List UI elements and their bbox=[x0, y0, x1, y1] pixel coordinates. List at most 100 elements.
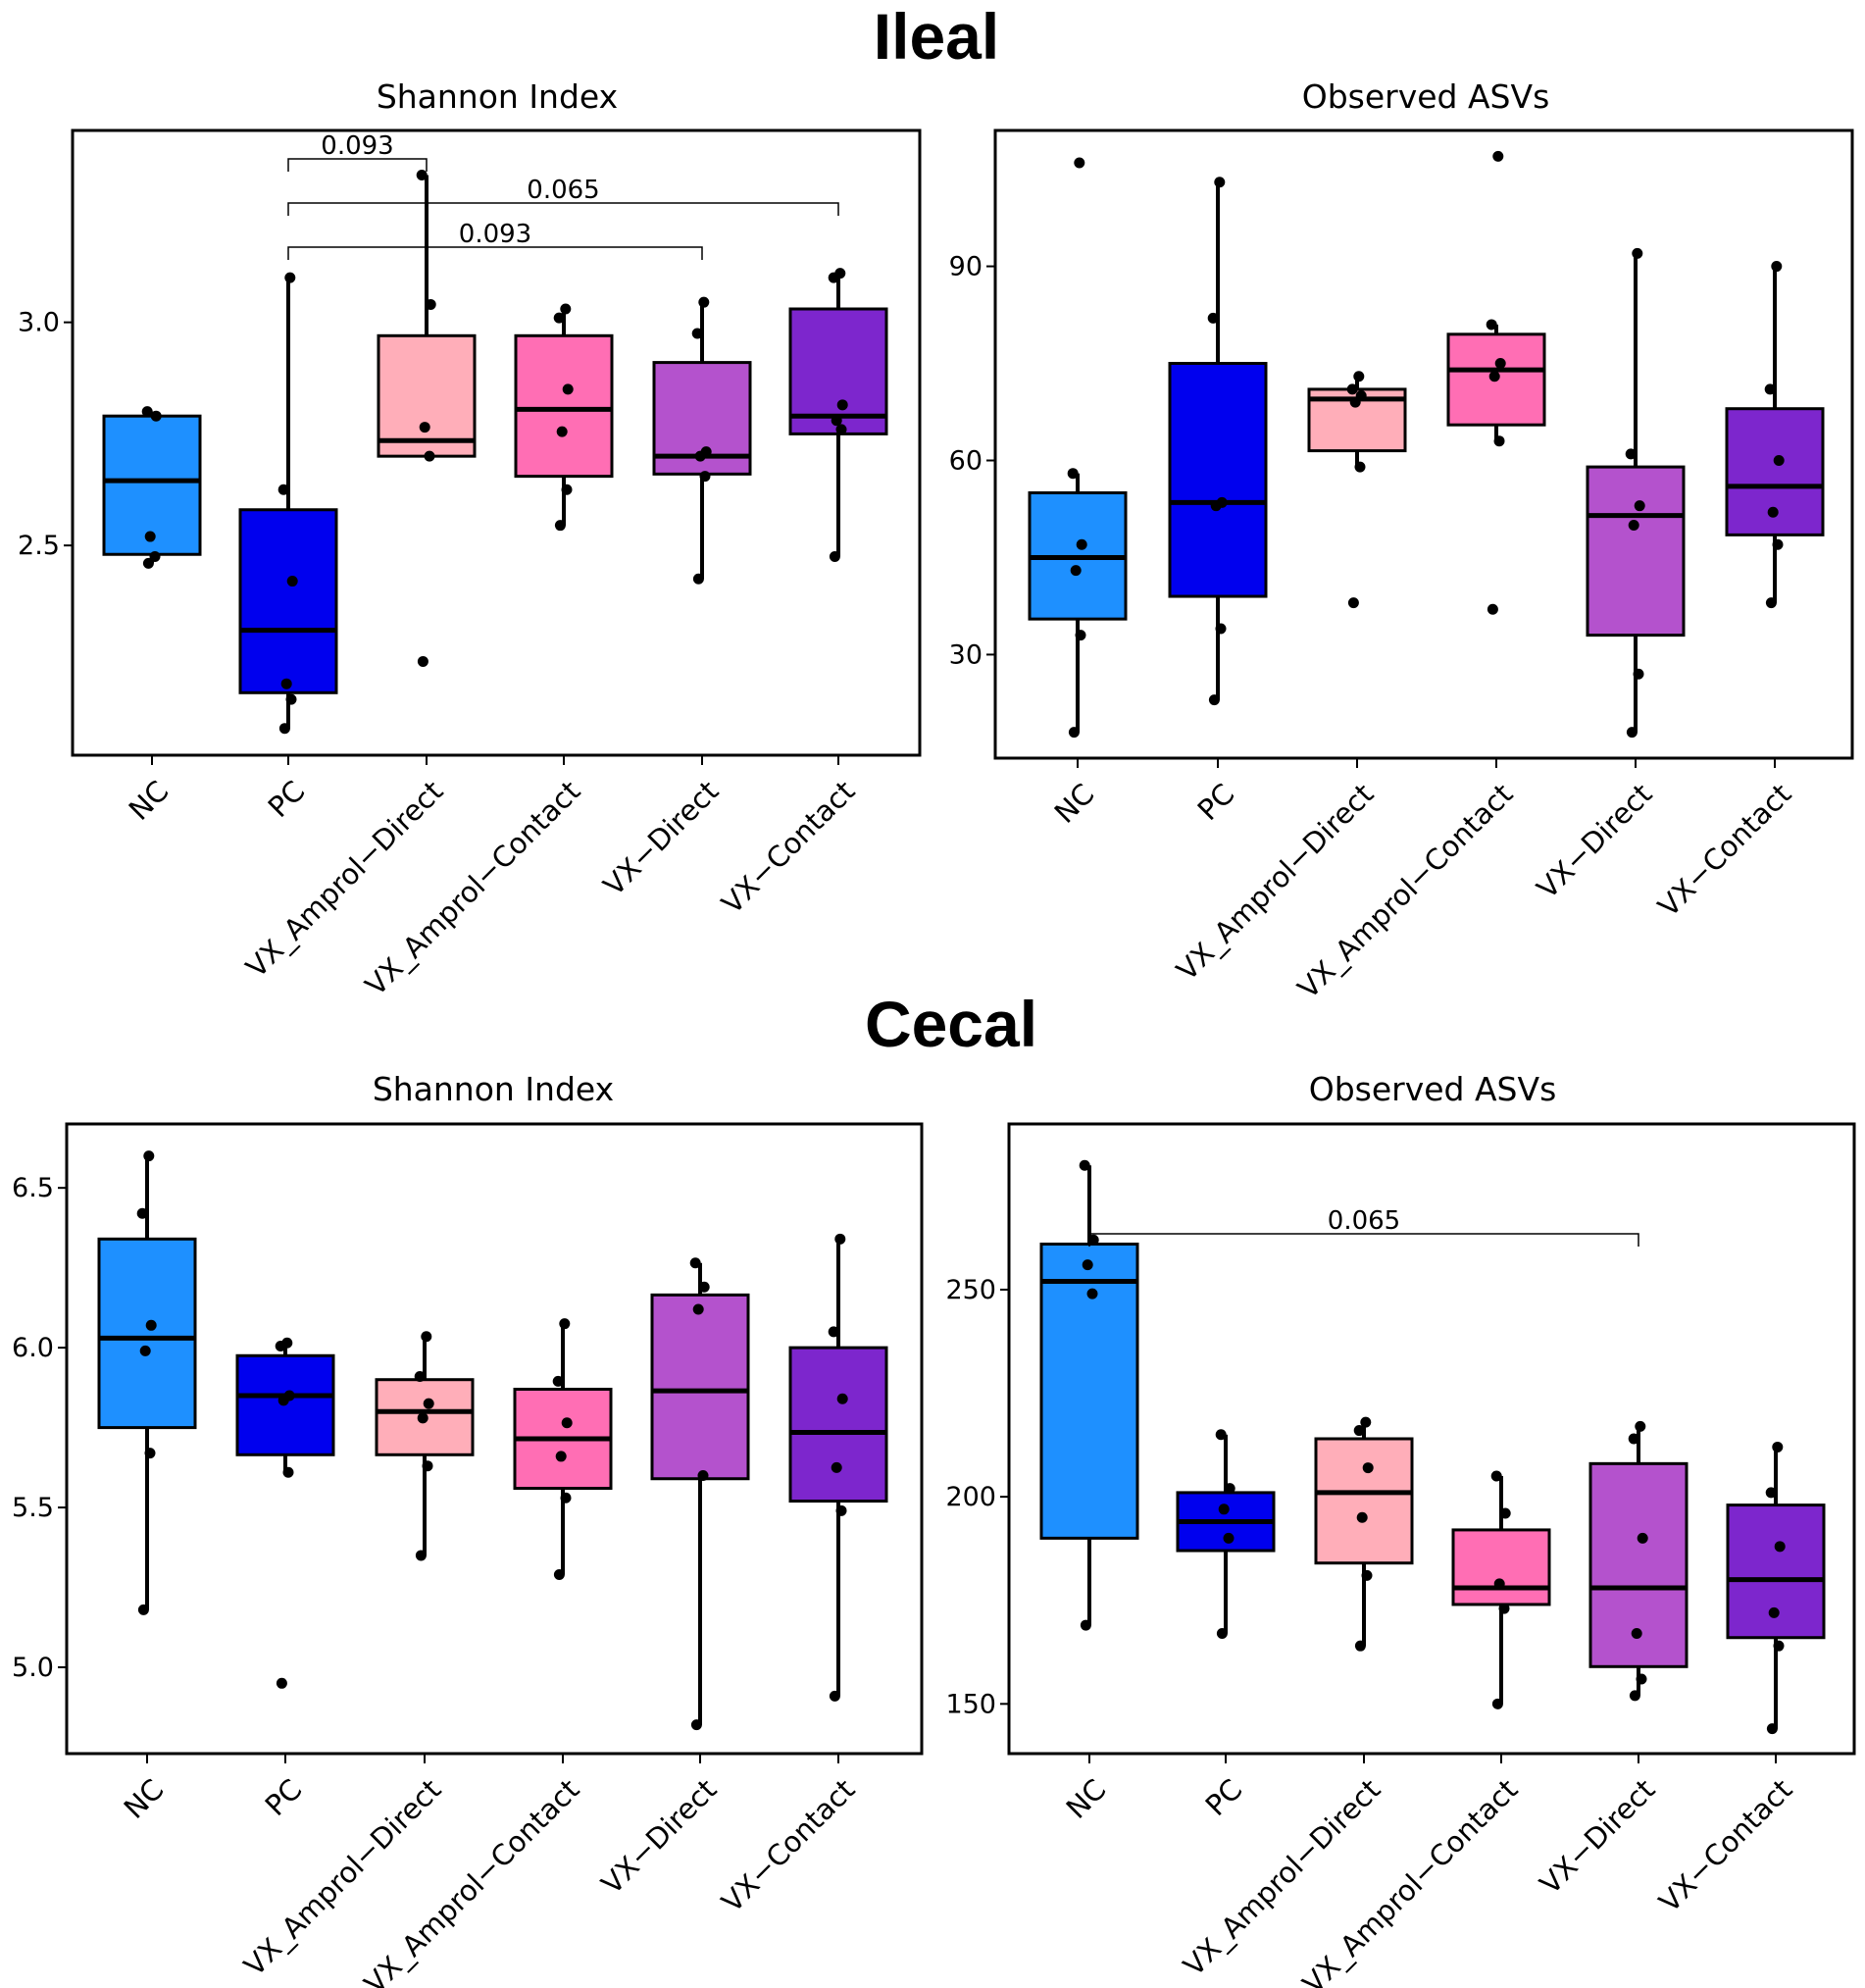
bracket-p-value: 0.093 bbox=[459, 220, 531, 249]
box bbox=[102, 414, 202, 556]
data-point bbox=[1224, 1483, 1235, 1495]
data-point bbox=[1215, 623, 1227, 635]
box-group-nc bbox=[102, 406, 202, 569]
data-point bbox=[276, 1677, 287, 1689]
data-point bbox=[1632, 247, 1643, 259]
data-point bbox=[1361, 1569, 1373, 1581]
data-point bbox=[1086, 1288, 1098, 1300]
data-point bbox=[1076, 538, 1087, 550]
data-point bbox=[692, 1303, 704, 1315]
data-point bbox=[1355, 390, 1367, 402]
data-point bbox=[1764, 383, 1776, 395]
x-tick-label: VX−Direct bbox=[597, 774, 726, 902]
data-point bbox=[1765, 1487, 1777, 1499]
data-point bbox=[1766, 1723, 1778, 1735]
data-point bbox=[137, 1604, 149, 1615]
data-point bbox=[142, 557, 154, 569]
data-point bbox=[1491, 1698, 1503, 1709]
x-tick-label: VX−Contact bbox=[1651, 777, 1797, 923]
box-group-vx-amprol-direct bbox=[1314, 1416, 1414, 1652]
x-tick-label: VX−Contact bbox=[1652, 1772, 1798, 1918]
data-point bbox=[834, 1233, 846, 1245]
data-point bbox=[1223, 1532, 1235, 1544]
bracket-line bbox=[287, 246, 703, 260]
box-group-vx-amprol-contact bbox=[1446, 150, 1546, 615]
data-point bbox=[1765, 597, 1777, 609]
data-point bbox=[1629, 1690, 1640, 1702]
box-group-pc bbox=[1176, 1429, 1276, 1640]
data-point bbox=[144, 1448, 156, 1459]
data-point bbox=[556, 426, 568, 437]
data-point bbox=[1075, 630, 1086, 641]
data-point bbox=[560, 1492, 572, 1504]
box-group-vx-amprol-direct bbox=[375, 1331, 475, 1561]
x-tick-label: NC bbox=[118, 1772, 171, 1825]
x-tick-label: VX−Contact bbox=[715, 1772, 861, 1918]
data-point bbox=[136, 1207, 148, 1219]
panel-title: Observed ASVs bbox=[1302, 77, 1550, 116]
box-group-vx-amprol-contact bbox=[1451, 1470, 1551, 1709]
box-group-nc bbox=[1039, 1159, 1139, 1631]
data-point bbox=[422, 1460, 433, 1472]
data-point bbox=[415, 1550, 427, 1561]
data-point bbox=[283, 1390, 295, 1402]
bracket-p-value: 0.093 bbox=[321, 131, 393, 161]
x-tick-label: VX−Contact bbox=[715, 774, 861, 920]
box bbox=[514, 333, 614, 479]
box bbox=[97, 1237, 197, 1430]
plot-area: 5.05.56.06.5NC PCVX_Amprol−DirectVX_Ampro… bbox=[12, 1122, 924, 1988]
data-point bbox=[281, 1337, 293, 1349]
box bbox=[1314, 1437, 1414, 1565]
panel-title: Shannon Index bbox=[373, 1070, 614, 1108]
data-point bbox=[1774, 1541, 1786, 1553]
data-point bbox=[1080, 1619, 1091, 1631]
box bbox=[650, 1293, 750, 1481]
bracket-p-value: 0.065 bbox=[527, 176, 599, 205]
data-point bbox=[285, 693, 297, 705]
data-point bbox=[689, 1257, 701, 1269]
y-tick-label: 5.0 bbox=[12, 1653, 54, 1683]
box-group-vx-contact bbox=[1726, 1441, 1826, 1735]
data-point bbox=[280, 678, 292, 689]
x-tick-label: VX−Direct bbox=[595, 1772, 724, 1901]
y-tick-label: 30 bbox=[949, 639, 983, 670]
box-group-vx-contact bbox=[788, 1233, 888, 1702]
bracket-line bbox=[287, 158, 428, 172]
plot-frame bbox=[71, 128, 922, 757]
data-point bbox=[145, 1319, 157, 1331]
data-point bbox=[282, 1466, 294, 1478]
data-point bbox=[1633, 668, 1644, 680]
box-group-vx-contact bbox=[1725, 261, 1825, 609]
panel-cecal-shannon: Shannon Index 5.05.56.06.5NC PCVX_Amprol−… bbox=[12, 1070, 924, 1988]
box-group-nc bbox=[97, 1150, 197, 1615]
data-point bbox=[1634, 500, 1645, 512]
data-point bbox=[836, 399, 848, 411]
box bbox=[375, 1378, 475, 1456]
data-point bbox=[1079, 1159, 1090, 1171]
data-point bbox=[1346, 383, 1358, 395]
data-point bbox=[1625, 448, 1637, 460]
panel-ileal-shannon: Shannon Index 2.53.0NC PCVX_Amprol−Direct… bbox=[18, 77, 922, 1002]
data-point bbox=[1354, 461, 1366, 473]
data-point bbox=[1637, 1532, 1648, 1544]
data-point bbox=[1493, 1578, 1505, 1590]
box-group-pc bbox=[1168, 177, 1268, 706]
data-point bbox=[143, 1150, 155, 1162]
data-point bbox=[559, 1318, 571, 1330]
box bbox=[1039, 1242, 1139, 1540]
data-point bbox=[1636, 1673, 1647, 1685]
data-point bbox=[698, 296, 710, 308]
data-point bbox=[1082, 1259, 1093, 1271]
data-point bbox=[150, 410, 162, 422]
data-point bbox=[1772, 1441, 1784, 1453]
bracket-p-value: 0.065 bbox=[1328, 1206, 1400, 1236]
data-point bbox=[1068, 727, 1080, 739]
data-point bbox=[286, 576, 298, 587]
box-group-vx-amprol-contact bbox=[514, 303, 614, 532]
data-point bbox=[1214, 177, 1226, 188]
box bbox=[1168, 362, 1268, 598]
panel-title: Shannon Index bbox=[377, 77, 618, 116]
